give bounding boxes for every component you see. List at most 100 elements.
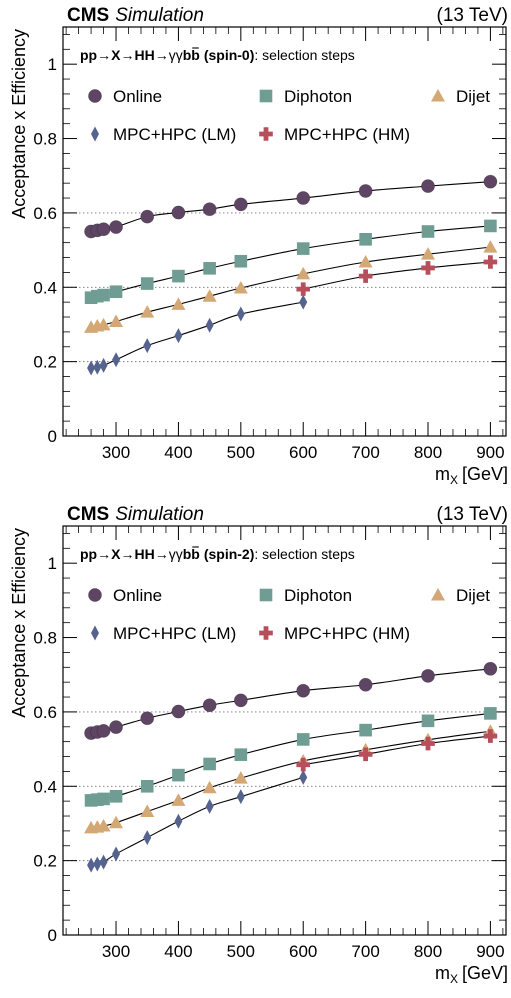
legend-marker-mpc-hpc-hm [259,127,273,141]
data-point-online [421,179,435,194]
data-point-diphoton [296,242,310,255]
fit-line-mpc-hpc-lm [91,301,304,369]
data-point-online [296,191,311,205]
plot-frame [62,26,507,437]
legend-marker-dijet [431,588,445,601]
x-tick-label: 800 [414,942,442,961]
data-point-dijet [109,815,124,829]
data-point-online [358,184,373,198]
x-tick-label: 800 [414,443,442,462]
data-point-online [233,197,248,212]
data-point-diphoton [140,277,154,290]
data-point-mpc-hpc-lm [299,769,308,785]
data-point-diphoton [421,714,435,728]
data-point-diphoton [203,757,216,771]
x-tick-label: 400 [164,942,192,961]
process-title: pp→X→HH→γγbb (spin-0): selection steps [80,47,355,63]
y-tick-label: 0.4 [33,777,57,796]
data-point-mpc-hpc-lm [99,357,108,373]
y-tick-label: 0.4 [33,278,57,297]
data-point-diphoton [484,707,497,720]
legend-label-dijet: Dijet [456,87,490,106]
data-point-online [96,723,111,738]
legend-marker-mpc-hpc-hm [259,626,273,640]
energy-label: (13 TeV) [437,504,508,525]
data-point-online [233,693,248,708]
legend-marker-mpc-hpc-lm [91,625,99,641]
legend-marker-online [88,588,102,602]
y-tick-label: 0 [48,926,57,945]
legend-label-mpc-hpc-hm: MPC+HPC (HM) [284,125,410,144]
legend-label-diphoton: Diphoton [284,586,352,605]
data-point-mpc-hpc-lm [93,359,102,375]
series-online [84,174,498,239]
y-axis-label: Acceptance x Efficiency [9,29,29,219]
fit-line-mpc-hpc-lm [90,776,304,866]
data-point-dijet [96,819,111,832]
data-point-dijet [140,305,155,318]
data-point-dijet [202,289,217,302]
data-point-mpc-hpc-hm [358,747,373,762]
x-tick-label: 300 [102,942,130,961]
data-point-mpc-hpc-hm [421,736,435,751]
title-suffix: : selection steps [254,47,354,63]
y-tick-label: 0 [48,427,57,446]
legend-entry-mpc-hpc-lm: MPC+HPC (LM) [91,125,236,144]
process-title: pp→X→HH→γγbb (spin-2): selection steps [80,546,355,562]
legend-marker-mpc-hpc-lm [91,126,99,142]
data-point-mpc-hpc-hm [358,269,373,283]
chart-spin2: CMS Simulation (13 TeV) 0 0.2 0.4 0.6 0.8 1 300 40… [9,504,508,986]
data-point-dijet [140,804,155,818]
data-point-online [140,209,155,224]
data-point-online [109,720,123,735]
x-tick-label: 900 [476,942,504,961]
data-point-online [483,661,498,676]
data-point-dijet [233,281,248,294]
data-point-dijet [171,793,186,806]
x-tick-label: 300 [102,443,130,462]
data-point-mpc-hpc-lm [112,846,121,862]
x-tick-label: 500 [227,942,255,961]
data-point-diphoton [359,233,372,246]
cms-header: CMS Simulation [67,504,204,525]
chart-panel-spin2: CMS Simulation (13 TeV) 0 0.2 0.4 0.6 0.8 1 300 40… [0,499,511,998]
data-point-diphoton [109,285,123,299]
data-point-online [421,668,435,683]
legend-label-mpc-hpc-lm: MPC+HPC (LM) [113,125,236,144]
x-axis-label: mX [GeV] [435,963,508,986]
legend-marker-dijet [431,89,445,102]
series-dijet [84,240,498,333]
data-point-online [483,174,498,189]
legend-label-diphoton: Diphoton [284,87,352,106]
chart-panel-spin0: CMS Simulation (13 TeV) 0 0.2 0.4 0.6 0.8 1 300 40… [9,5,508,487]
x-tick-label: 900 [476,443,504,462]
y-tick-label: 0.2 [33,353,57,372]
y-tick-label: 0.6 [33,703,57,722]
series-diphoton [84,707,497,807]
fit-line-mpc-hpc-hm [303,261,491,290]
data-point-online [171,205,186,220]
data-point-diphoton [109,790,123,803]
data-point-diphoton [234,254,248,268]
data-point-mpc-hpc-lm [174,813,183,829]
data-point-dijet [109,314,124,327]
x-tick-label: 700 [351,443,379,462]
x-tick-label: 600 [289,942,317,961]
data-point-mpc-hpc-lm [236,306,245,322]
b-quark: b [183,546,192,562]
y-tick-label: 1 [48,554,57,573]
data-point-mpc-hpc-lm [174,328,183,344]
data-point-mpc-hpc-hm [483,729,498,743]
spin-label: (spin-0) [204,47,255,63]
experiment-label: CMS [67,5,109,26]
legend-entry-dijet: Dijet [431,586,490,605]
data-point-dijet [171,297,186,310]
data-point-mpc-hpc-lm [299,294,308,310]
series-dijet [84,724,498,834]
series-mpc-hpc-hm [296,729,498,772]
data-point-dijet [233,771,248,784]
series-mpc-hpc-lm [87,294,308,376]
cms-header: CMS Simulation [67,5,204,26]
data-point-diphoton [140,779,154,793]
plot-frame [62,525,507,936]
